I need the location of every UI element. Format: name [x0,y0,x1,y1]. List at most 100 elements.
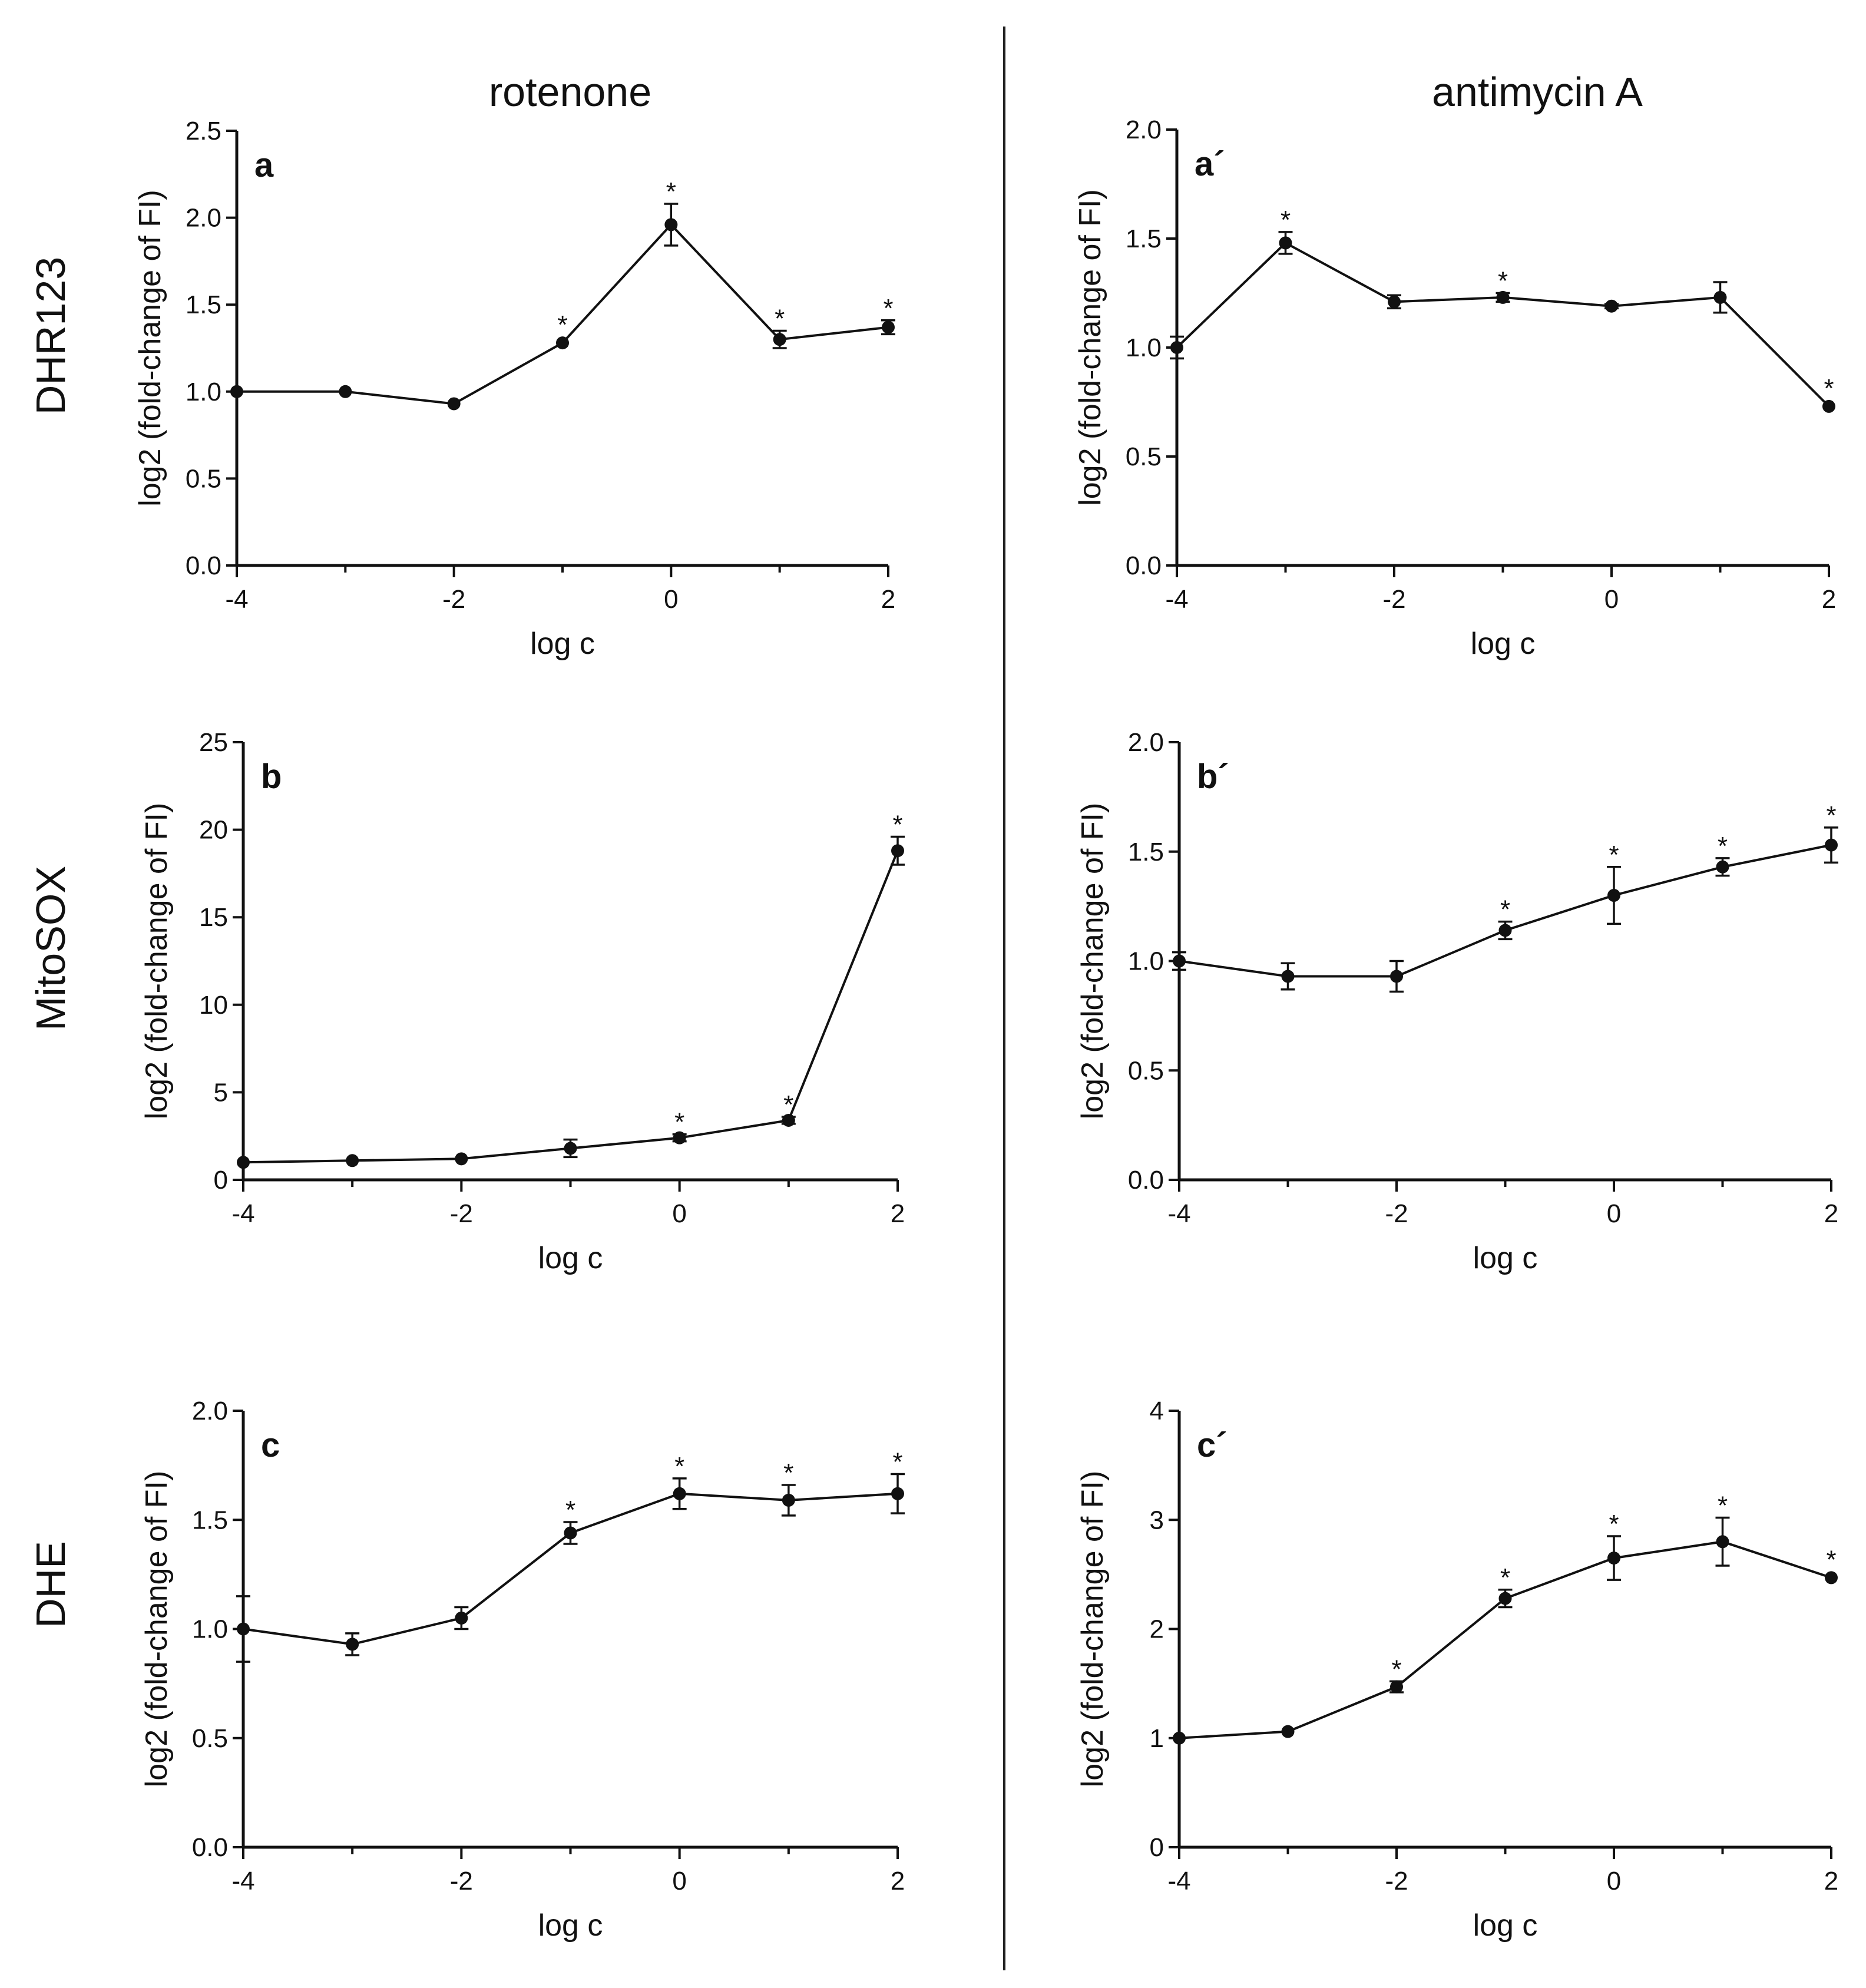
y-axis-title: log2 (fold-change of FI) [1076,803,1110,1120]
y-tick-label: 0.0 [186,551,221,580]
data-point [1281,1725,1295,1738]
significance-marker: * [1718,1491,1728,1520]
x-axis-title: log c [538,1241,603,1275]
data-point [1713,290,1727,304]
panel-letter: a [254,146,274,184]
y-tick-label: 1.0 [1128,947,1164,976]
data-point [346,1638,359,1651]
y-tick-label: 20 [199,816,228,845]
significance-marker: * [674,1108,684,1137]
data-point [1281,970,1295,983]
y-tick-label: 2.0 [1126,115,1162,144]
y-axis-title: log2 (fold-change of FI) [140,1471,174,1788]
chart-panel-4: 0.0 0.5 1.0 1.5 2.0 -4 -2 0 2 log c log2 (fold-cha… [140,1397,905,1943]
y-tick-label: 2 [1150,1615,1164,1644]
y-tick-label: 0.0 [1128,1166,1164,1195]
panel-letter: a´ [1195,145,1225,183]
column-title-antimycin: antimycin A [1432,69,1643,115]
data-point [230,385,243,398]
data-point [891,844,904,858]
x-tick-label: 0 [672,1867,686,1896]
data-point [237,1156,250,1169]
x-tick-label: 0 [672,1199,686,1228]
significance-marker: * [883,294,893,323]
x-tick-label: 2 [1822,585,1836,614]
y-axis-title: log2 (fold-change of FI) [1076,1471,1110,1788]
x-tick-label: -4 [231,1199,254,1228]
significance-marker: * [1609,841,1619,869]
x-tick-label: -4 [1165,585,1188,614]
x-tick-label: -2 [450,1867,473,1896]
data-point [1173,954,1186,968]
significance-marker: * [1281,206,1291,234]
x-axis-title: log c [1471,627,1536,661]
data-point [1390,970,1403,983]
series-line [243,850,899,1164]
data-point [1173,1731,1186,1745]
data-point [673,1487,686,1500]
data-point [891,1487,904,1500]
y-tick-label: 1.5 [1128,838,1164,866]
data-point [1607,889,1620,902]
x-tick-label: 0 [664,585,678,614]
y-tick-label: 2.5 [186,117,221,145]
y-tick-label: 1.0 [186,378,221,406]
significance-marker: * [783,1090,793,1119]
row-label-dhr123: DHR123 [28,257,74,415]
significance-marker: * [1824,374,1834,403]
data-point [1496,290,1510,304]
data-point [1716,860,1729,874]
y-tick-label: 1.0 [1126,333,1162,362]
y-tick-label: 2.0 [192,1397,228,1425]
data-point [1716,1535,1729,1549]
y-tick-label: 0.5 [1126,442,1162,471]
data-point [455,1611,468,1625]
y-tick-label: 0.5 [1128,1056,1164,1085]
row-label-mitosox: MitoSOX [28,866,74,1031]
y-tick-label: 0 [214,1166,228,1195]
y-tick-label: 4 [1150,1397,1164,1425]
significance-marker: * [557,310,567,339]
significance-marker: * [1500,1563,1510,1592]
x-tick-label: 0 [1607,1199,1621,1228]
data-point [339,385,352,398]
significance-marker: * [666,177,676,206]
x-tick-label: 0 [1604,585,1619,614]
chart-panel-0: 0.0 0.5 1.0 1.5 2.0 2.5 -4 -2 0 2 log c log2 (fold-… [133,117,895,661]
panels-group: 0.0 0.5 1.0 1.5 2.0 2.5 -4 -2 0 2 log c log2 (fold-… [133,115,1838,1943]
data-point [773,333,786,346]
chart-panel-1: 0.0 0.5 1.0 1.5 2.0 -4 -2 0 2 log c log2 (fold-cha… [1073,115,1836,661]
y-tick-label: 0.5 [192,1724,228,1753]
panel-letter: b´ [1197,758,1229,796]
x-axis-title: log c [530,627,595,661]
y-tick-label: 1 [1150,1724,1164,1753]
data-point [1607,1552,1620,1565]
significance-marker: * [1826,801,1836,830]
data-point [782,1493,795,1507]
x-axis-title: log c [1473,1908,1538,1943]
data-point [564,1142,577,1155]
data-point [882,320,895,334]
data-point [1605,299,1618,313]
y-tick-label: 0.0 [192,1833,228,1862]
y-tick-label: 3 [1150,1506,1164,1534]
data-point [673,1131,686,1144]
significance-marker: * [1500,895,1510,924]
y-axis-title: log2 (fold-change of FI) [133,190,167,507]
data-point [1498,1592,1512,1605]
column-title-rotenone: rotenone [489,69,651,115]
chart-panel-3: 0.0 0.5 1.0 1.5 2.0 -4 -2 0 2 log c log2 (fold-cha… [1076,728,1838,1275]
x-tick-label: -2 [1385,1867,1408,1896]
x-tick-label: -2 [1385,1199,1408,1228]
x-tick-label: -4 [231,1867,254,1896]
panel-letter: b [261,758,282,796]
data-point [1170,341,1183,354]
data-point [346,1154,359,1167]
data-point [1388,295,1401,309]
y-tick-label: 1.5 [1126,224,1162,253]
significance-marker: * [674,1452,684,1481]
x-tick-label: -2 [450,1199,473,1228]
data-point [447,397,461,411]
y-tick-label: 0 [1150,1833,1164,1862]
y-tick-label: 2.0 [186,204,221,233]
